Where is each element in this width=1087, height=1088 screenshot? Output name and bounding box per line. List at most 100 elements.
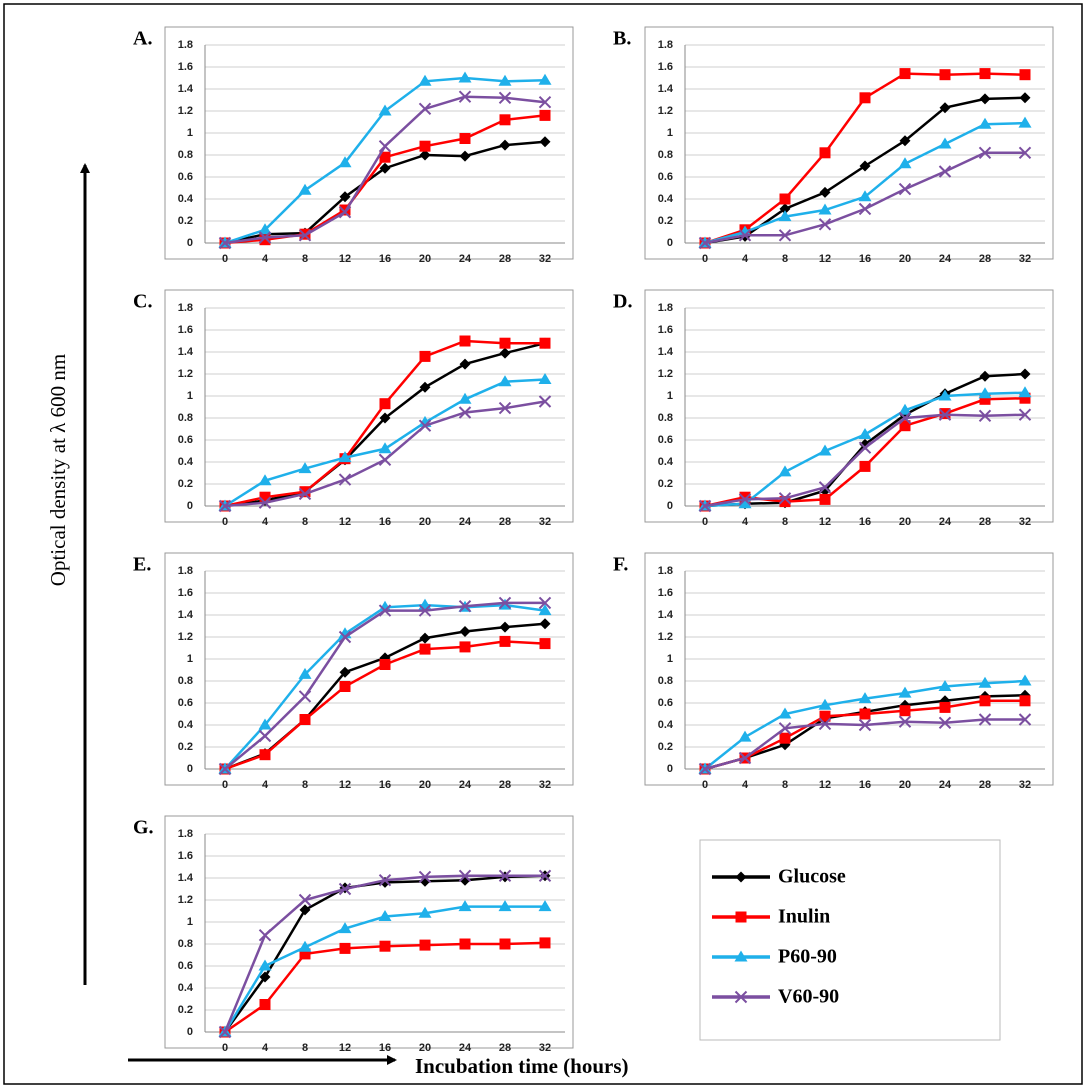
x-tick-label: 16 <box>859 253 871 265</box>
marker-diamond <box>939 102 951 114</box>
marker-x <box>978 409 992 423</box>
y-tick-label: 1.6 <box>658 61 673 73</box>
y-tick-label: 1 <box>667 653 673 665</box>
y-tick-label: 0.8 <box>178 938 193 950</box>
x-tick-label: 0 <box>222 253 228 265</box>
y-tick-label: 1.2 <box>178 105 193 117</box>
marker-diamond <box>735 871 747 883</box>
y-tick-label: 1.6 <box>178 61 193 73</box>
marker-x <box>338 630 352 644</box>
y-tick-label: 0.4 <box>658 456 674 468</box>
y-tick-label: 1.2 <box>178 368 193 380</box>
y-tick-label: 0.6 <box>178 434 193 446</box>
panel-frame <box>644 552 1054 786</box>
y-tick-label: 1.8 <box>658 302 673 314</box>
marker-triangle <box>1018 674 1032 686</box>
x-tick-label: 16 <box>379 516 391 528</box>
marker-square <box>499 337 511 349</box>
marker-square <box>859 460 871 472</box>
panel-title: F. <box>613 554 628 576</box>
y-tick-label: 1.2 <box>658 368 673 380</box>
marker-square <box>259 491 271 503</box>
y-tick-label: 0 <box>667 763 673 775</box>
marker-square <box>499 114 511 126</box>
y-tick-label: 1.4 <box>178 609 194 621</box>
panel-frame <box>644 26 1054 260</box>
y-tick-label: 1.8 <box>658 565 673 577</box>
marker-x <box>778 229 792 242</box>
marker-square <box>979 695 991 707</box>
marker-square <box>499 635 511 647</box>
marker-square <box>459 641 471 653</box>
y-axis-label: Optical density at λ 600 nm <box>46 354 70 586</box>
x-tick-label: 28 <box>499 779 511 791</box>
marker-x <box>858 718 872 732</box>
y-tick-label: 0 <box>187 237 193 249</box>
x-tick-label: 16 <box>379 779 391 791</box>
x-tick-label: 4 <box>742 516 749 528</box>
y-tick-label: 0.4 <box>178 982 194 994</box>
marker-triangle <box>978 117 992 129</box>
marker-triangle <box>258 223 272 235</box>
y-tick-label: 1.8 <box>178 565 193 577</box>
marker-diamond <box>539 618 551 630</box>
marker-triangle <box>858 428 872 439</box>
y-tick-label: 1.2 <box>178 894 193 906</box>
marker-x <box>378 453 392 467</box>
panel-frame <box>164 26 574 260</box>
marker-x <box>978 713 992 726</box>
marker-square <box>299 714 311 725</box>
marker-x <box>218 499 232 513</box>
x-tick-label: 24 <box>459 253 472 265</box>
y-tick-label: 0 <box>667 500 673 512</box>
marker-diamond <box>1019 368 1031 380</box>
x-tick-label: 8 <box>782 779 788 791</box>
x-tick-label: 0 <box>702 516 708 528</box>
marker-triangle <box>378 104 392 116</box>
marker-diamond <box>539 136 551 148</box>
y-tick-label: 0.6 <box>178 171 193 183</box>
x-tick-label: 16 <box>379 253 391 265</box>
x-tick-label: 12 <box>339 1042 351 1054</box>
marker-triangle <box>898 403 912 415</box>
y-tick-label: 1.6 <box>178 850 193 862</box>
x-tick-label: 20 <box>899 779 911 791</box>
y-tick-label: 0.6 <box>658 171 673 183</box>
marker-x <box>418 604 432 617</box>
marker-x <box>698 762 712 776</box>
marker-diamond <box>379 412 391 424</box>
marker-square <box>819 493 831 505</box>
y-tick-label: 0.2 <box>178 215 193 227</box>
y-tick-label: 0.2 <box>178 1004 193 1016</box>
x-tick-label: 28 <box>499 253 511 265</box>
x-tick-label: 28 <box>979 253 991 265</box>
marker-diamond <box>379 162 391 174</box>
marker-triangle <box>378 910 392 921</box>
marker-diamond <box>1019 92 1031 104</box>
marker-x <box>418 419 432 432</box>
y-tick-label: 1 <box>187 390 193 402</box>
x-tick-label: 8 <box>782 253 788 265</box>
marker-triangle <box>538 900 552 912</box>
marker-x <box>498 91 512 105</box>
marker-diamond <box>419 381 431 393</box>
y-tick-label: 0.8 <box>658 412 673 424</box>
marker-square <box>419 140 431 152</box>
marker-square <box>819 147 831 159</box>
marker-x <box>698 499 712 513</box>
legend-label: Glucose <box>778 866 846 888</box>
x-tick-label: 32 <box>1019 516 1031 528</box>
marker-square <box>819 710 831 722</box>
marker-triangle <box>738 497 752 509</box>
marker-x <box>298 487 312 501</box>
marker-square <box>379 659 391 670</box>
panel-frame <box>164 815 574 1049</box>
x-tick-label: 20 <box>419 779 431 791</box>
marker-diamond <box>819 186 831 198</box>
marker-square <box>539 109 551 121</box>
marker-x <box>1018 408 1032 421</box>
marker-square <box>379 940 391 952</box>
x-tick-label: 20 <box>899 516 911 528</box>
marker-triangle <box>338 922 352 934</box>
marker-triangle <box>298 183 312 195</box>
